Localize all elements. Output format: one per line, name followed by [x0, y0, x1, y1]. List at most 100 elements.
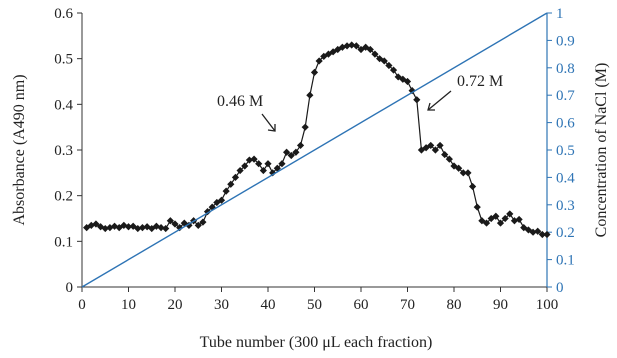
annotation-arrow-072 [427, 90, 452, 111]
data-point [92, 220, 100, 228]
y-tick-label: 0.6 [54, 6, 73, 22]
data-point [427, 141, 435, 150]
data-point [227, 180, 235, 188]
data-point [352, 42, 360, 50]
data-point [445, 155, 453, 163]
data-point [436, 141, 444, 150]
data-point [413, 96, 421, 104]
data-point [376, 55, 384, 63]
y2-axis-title: Concentration of NaCl (M) [593, 63, 610, 238]
data-point [134, 224, 142, 233]
data-point [236, 166, 244, 175]
x-tick-label: 50 [307, 297, 322, 313]
x-tick-label: 30 [214, 297, 229, 313]
data-point [459, 169, 467, 177]
data-point [496, 219, 505, 227]
data-point [371, 50, 379, 58]
data-point [241, 162, 249, 170]
data-point [389, 66, 398, 74]
data-point [306, 91, 314, 99]
nacl-gradient-line [81, 12, 548, 288]
data-point [101, 224, 109, 233]
data-point [231, 173, 240, 181]
series-layer [81, 12, 551, 288]
data-point [259, 166, 267, 175]
y2-tick-label: 0 [556, 280, 564, 296]
data-point [469, 182, 477, 191]
y-tick-label: 0.4 [54, 97, 73, 113]
data-point [296, 141, 305, 150]
data-point [166, 217, 174, 225]
data-point [543, 230, 551, 239]
data-point [283, 148, 291, 156]
data-point [403, 77, 412, 86]
data-point [320, 52, 328, 60]
y-tick-label: 0.5 [54, 52, 73, 68]
data-point [501, 214, 509, 223]
data-point [315, 57, 323, 65]
data-point [255, 160, 263, 168]
y2-tick-label: 0.3 [556, 198, 575, 214]
annotations: 0.46 M 0.72 M [217, 73, 503, 132]
data-point [138, 224, 147, 232]
y2-tick-label: 0.5 [556, 143, 575, 159]
data-point [478, 217, 486, 225]
data-point [278, 160, 286, 168]
data-point [287, 151, 295, 160]
data-point [264, 160, 272, 168]
data-point [441, 150, 449, 159]
data-point [199, 218, 207, 226]
data-point [343, 42, 351, 50]
data-point [292, 148, 300, 156]
data-point [171, 220, 179, 228]
data-point [431, 146, 439, 154]
x-tick-label: 90 [493, 297, 508, 313]
x-tick-label: 80 [447, 297, 462, 313]
data-point [455, 164, 463, 172]
data-point [157, 224, 165, 232]
annotation-label-072: 0.72 M [457, 73, 503, 90]
y2-tick-label: 0.1 [556, 253, 575, 269]
data-point [269, 169, 277, 177]
x-tick-label: 10 [121, 297, 136, 313]
data-point [408, 87, 416, 95]
data-point [245, 156, 253, 164]
data-point [362, 43, 370, 51]
annotation-arrowhead-072 [427, 102, 435, 111]
data-point [394, 73, 402, 81]
x-axis-title: Tube number (300 μL each fraction) [200, 334, 433, 351]
x-tick-label: 0 [78, 297, 86, 313]
data-point [310, 68, 319, 76]
y2-tick-label: 1 [556, 6, 564, 22]
data-point [162, 224, 170, 233]
y2-tick-label: 0.4 [556, 170, 575, 186]
data-point [301, 123, 309, 131]
y-tick-label: 0.3 [54, 143, 73, 159]
data-point [515, 215, 523, 224]
x-tick-label: 20 [168, 297, 183, 313]
y2-tick-label: 0.6 [556, 116, 575, 132]
data-point [194, 221, 202, 229]
data-point [464, 169, 472, 177]
data-point [492, 212, 500, 220]
y-tick-label: 0 [66, 280, 74, 296]
data-point [338, 43, 346, 51]
y-axis-title: Absorbance (A490 nm) [11, 74, 28, 225]
data-point [506, 210, 514, 218]
y2-tick-label: 0.7 [556, 88, 575, 104]
data-point [348, 41, 356, 49]
data-point [380, 57, 388, 65]
x-tick-label: 100 [536, 297, 559, 313]
data-point [124, 223, 133, 231]
data-point [473, 203, 481, 211]
axes [77, 12, 552, 292]
tick-labels: 0 10 20 30 40 50 60 70 80 90 10000.10.20.30.40.50.… [54, 6, 575, 313]
data-point [366, 45, 374, 54]
x-tick-label: 40 [261, 297, 276, 313]
data-point [538, 230, 546, 239]
annotation-arrow-046 [261, 113, 276, 132]
data-point [329, 48, 337, 56]
data-point [534, 227, 542, 235]
y-tick-label: 0.2 [54, 189, 73, 205]
